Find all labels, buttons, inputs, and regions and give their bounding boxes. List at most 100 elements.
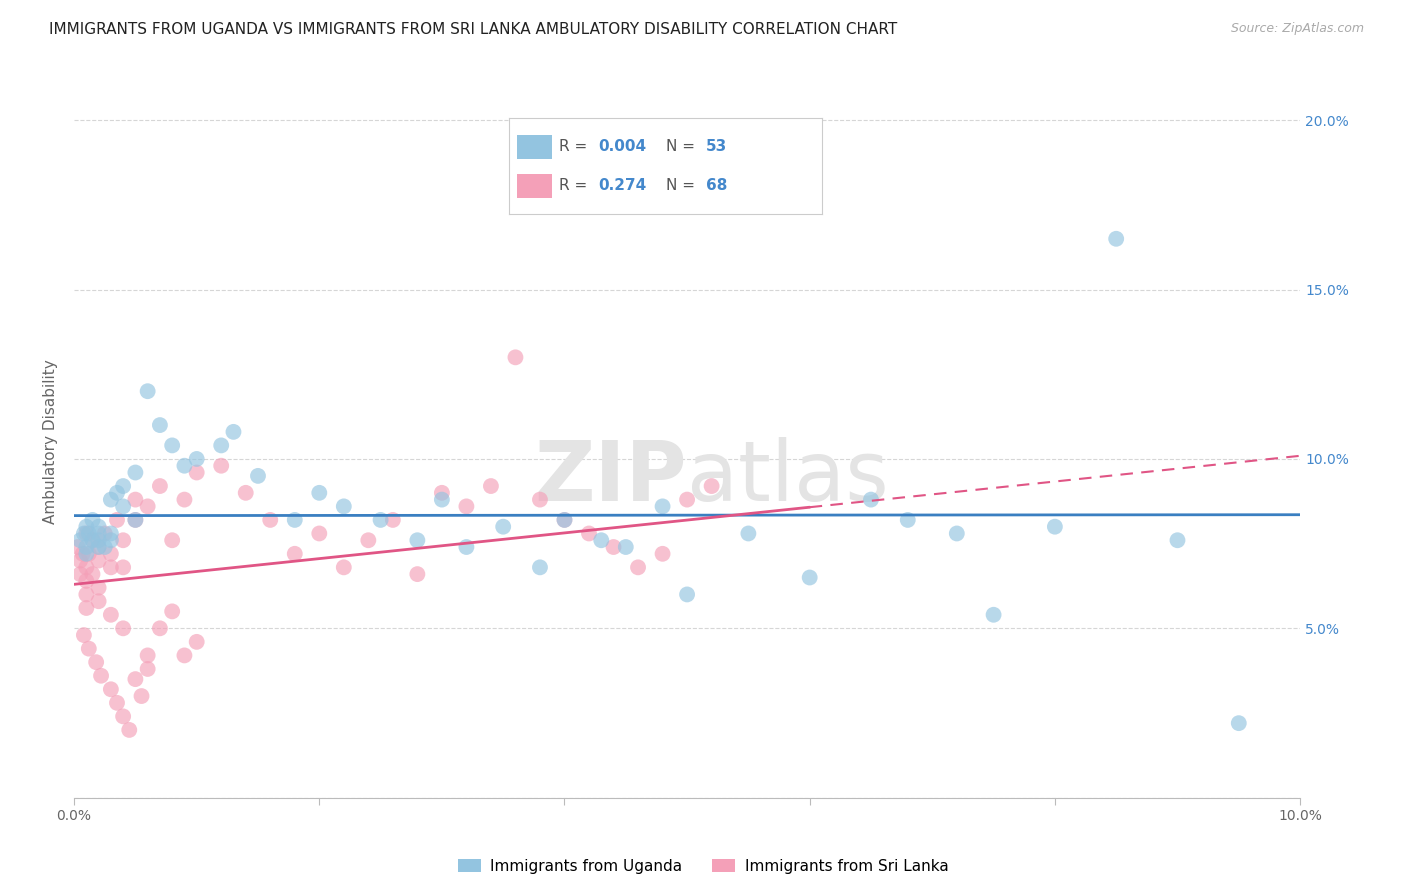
Point xyxy=(100,492,122,507)
Point xyxy=(284,547,307,561)
Point xyxy=(87,540,110,554)
Point xyxy=(456,500,478,514)
Point xyxy=(149,418,172,433)
Point xyxy=(700,479,723,493)
Point xyxy=(105,513,128,527)
Point xyxy=(73,628,96,642)
Point xyxy=(173,648,195,663)
Point xyxy=(1166,533,1188,548)
Point xyxy=(209,458,232,473)
Point xyxy=(82,533,104,548)
Point xyxy=(529,560,551,574)
Point xyxy=(77,547,100,561)
Point xyxy=(75,519,97,533)
Point xyxy=(93,526,115,541)
Point xyxy=(381,513,404,527)
Point xyxy=(799,570,821,584)
Point xyxy=(100,560,122,574)
Y-axis label: Ambulatory Disability: Ambulatory Disability xyxy=(44,359,58,524)
Point xyxy=(578,526,600,541)
Text: atlas: atlas xyxy=(688,437,889,518)
Point xyxy=(676,492,699,507)
Point xyxy=(246,469,269,483)
Point xyxy=(676,587,699,601)
Point xyxy=(259,513,281,527)
Point xyxy=(946,526,969,541)
Point xyxy=(406,567,429,582)
Point xyxy=(602,540,624,554)
Point xyxy=(105,485,128,500)
Point xyxy=(160,604,183,618)
Text: Source: ZipAtlas.com: Source: ZipAtlas.com xyxy=(1230,22,1364,36)
Point xyxy=(160,438,183,452)
Point xyxy=(69,553,91,567)
Point xyxy=(112,709,135,723)
Point xyxy=(87,553,110,567)
Point xyxy=(73,526,96,541)
Point xyxy=(75,601,97,615)
Point xyxy=(87,594,110,608)
Point xyxy=(614,540,637,554)
Point xyxy=(357,533,380,548)
Point xyxy=(651,547,673,561)
Point xyxy=(284,513,307,527)
Point xyxy=(136,500,159,514)
Point xyxy=(100,526,122,541)
Point xyxy=(160,533,183,548)
Point xyxy=(75,574,97,588)
Point xyxy=(72,547,94,561)
Point xyxy=(651,500,673,514)
Point xyxy=(859,492,882,507)
Point xyxy=(87,581,110,595)
Point xyxy=(77,526,100,541)
Point xyxy=(100,533,122,548)
Point xyxy=(308,526,330,541)
Point xyxy=(82,513,104,527)
Point xyxy=(112,560,135,574)
Point xyxy=(77,641,100,656)
Point xyxy=(124,672,146,686)
Point xyxy=(333,560,356,574)
Point xyxy=(124,513,146,527)
Point xyxy=(627,560,650,574)
Point xyxy=(75,560,97,574)
Point xyxy=(430,492,453,507)
Point xyxy=(112,500,135,514)
Point xyxy=(90,669,112,683)
Point xyxy=(406,533,429,548)
Point xyxy=(186,466,208,480)
Point xyxy=(505,351,527,365)
Point xyxy=(983,607,1005,622)
Point xyxy=(124,492,146,507)
Point xyxy=(136,648,159,663)
Point xyxy=(93,540,115,554)
Point xyxy=(75,587,97,601)
Point xyxy=(87,526,110,541)
Point xyxy=(136,662,159,676)
Point xyxy=(118,723,141,737)
Point xyxy=(333,500,356,514)
Point xyxy=(737,526,759,541)
Point xyxy=(131,689,153,703)
Point xyxy=(897,513,920,527)
Point xyxy=(553,513,575,527)
Point xyxy=(112,533,135,548)
Point xyxy=(75,547,97,561)
Text: ZIP: ZIP xyxy=(534,437,688,518)
Point xyxy=(112,621,135,635)
Point xyxy=(186,452,208,467)
Legend: Immigrants from Uganda, Immigrants from Sri Lanka: Immigrants from Uganda, Immigrants from … xyxy=(451,853,955,880)
Point xyxy=(553,513,575,527)
Point xyxy=(456,540,478,554)
Point xyxy=(186,635,208,649)
Point xyxy=(100,682,122,697)
Point xyxy=(173,492,195,507)
Point xyxy=(1227,716,1250,731)
Point xyxy=(124,513,146,527)
Point xyxy=(112,479,135,493)
Point xyxy=(370,513,392,527)
Point xyxy=(82,533,104,548)
Point xyxy=(1105,232,1128,246)
Point xyxy=(173,458,195,473)
Point xyxy=(222,425,245,439)
